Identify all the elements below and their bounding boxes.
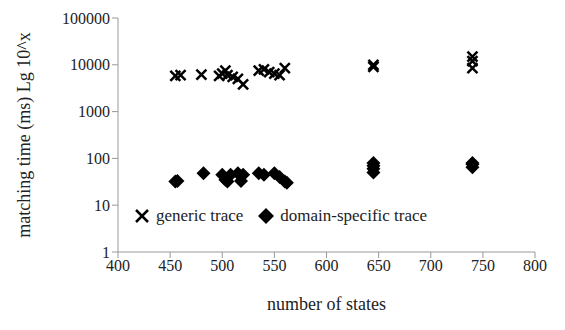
svg-text:1: 1 [102, 244, 110, 261]
svg-text:number of states: number of states [267, 294, 386, 314]
svg-text:10000: 10000 [70, 56, 110, 73]
svg-text:10: 10 [94, 197, 110, 214]
html-text:generic trace: generic trace [156, 206, 244, 225]
svg-text:1000: 1000 [78, 103, 110, 120]
svg-text:650: 650 [367, 257, 391, 274]
svg-text:700: 700 [419, 257, 443, 274]
svg-text:600: 600 [315, 257, 339, 274]
svg-text:800: 800 [523, 257, 547, 274]
svg-text:550: 550 [262, 257, 286, 274]
svg-text:matching time (ms) Lg 10^x: matching time (ms) Lg 10^x [14, 32, 35, 237]
svg-text:750: 750 [471, 257, 495, 274]
html-text:domain-specific trace: domain-specific trace [280, 206, 428, 225]
svg-text:100000: 100000 [62, 10, 110, 27]
svg-text:500: 500 [210, 257, 234, 274]
svg-text:100: 100 [86, 150, 110, 167]
svg-text:400: 400 [106, 257, 130, 275]
svg-text:450: 450 [158, 257, 182, 274]
